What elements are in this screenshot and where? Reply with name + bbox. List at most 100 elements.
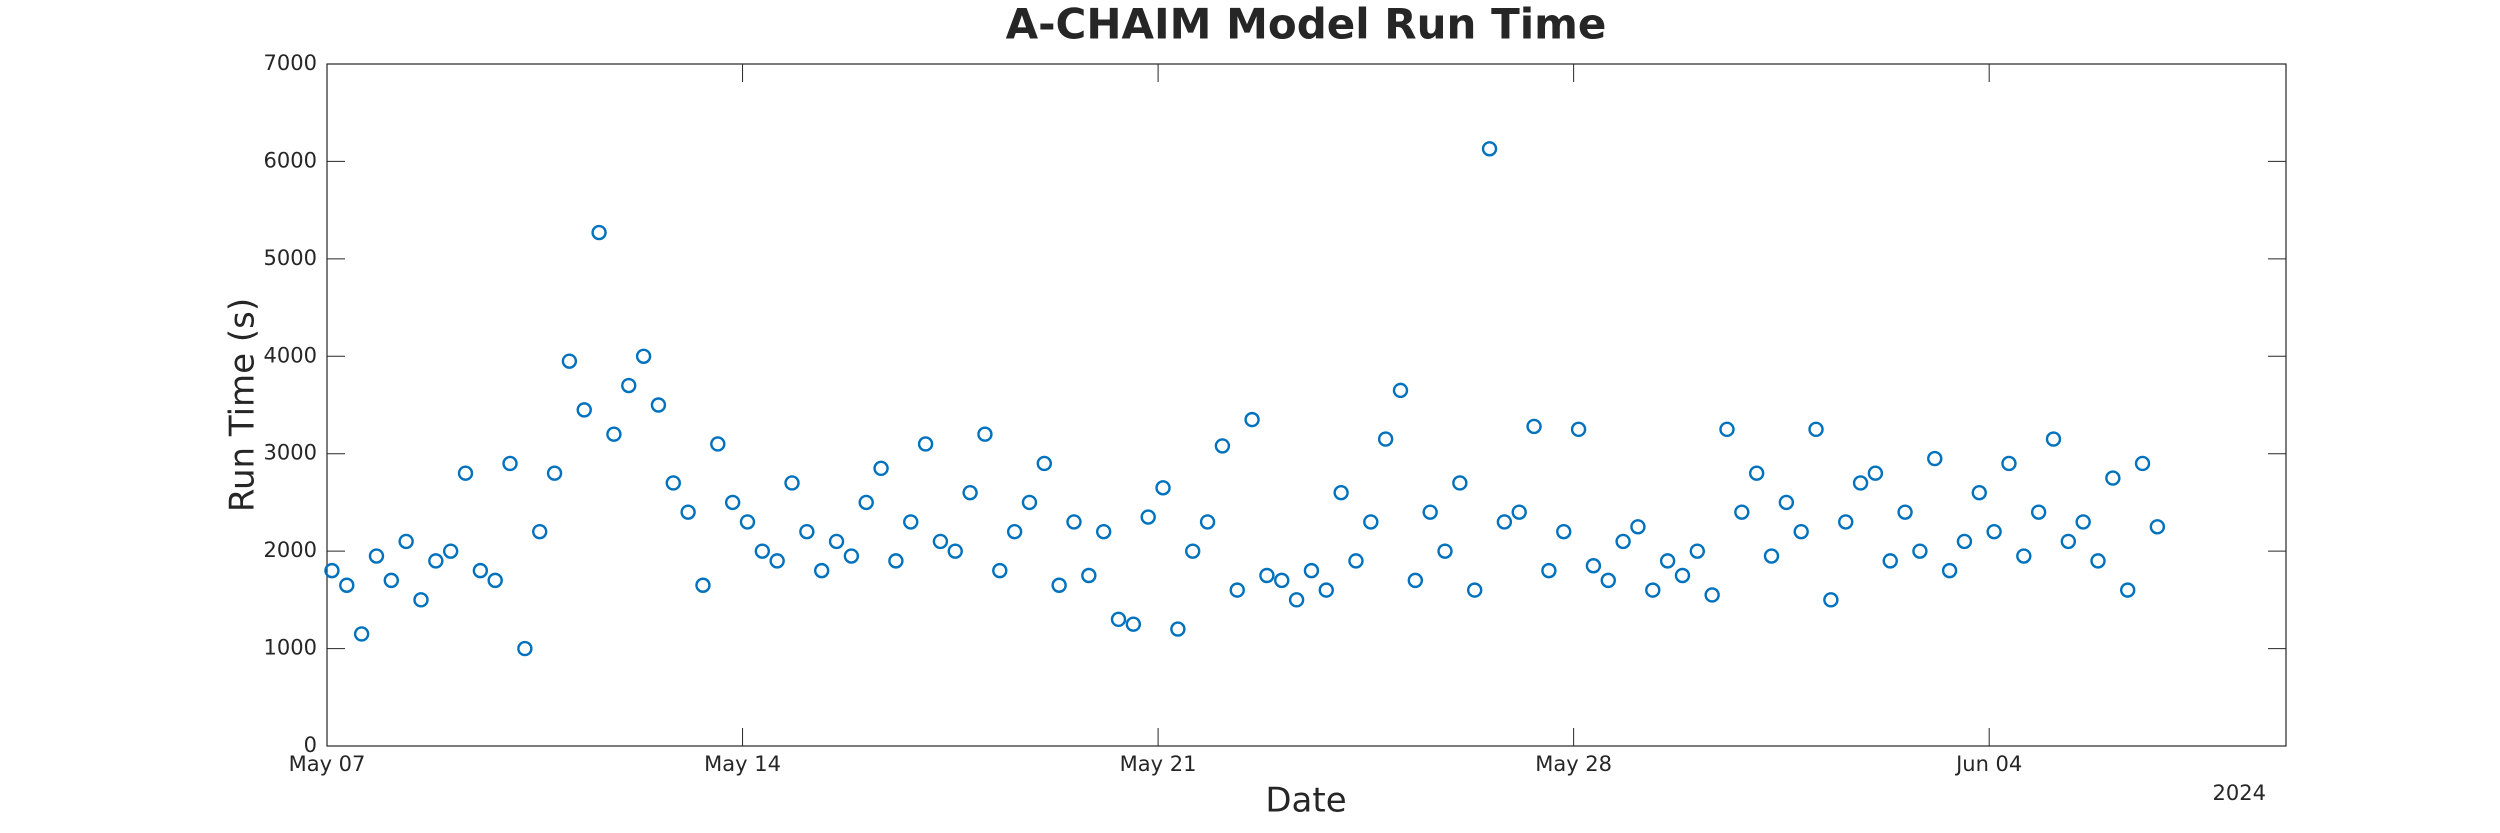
data-point <box>368 548 385 564</box>
data-point <box>1986 523 2002 540</box>
chart-title: A-CHAIM Model Run Time <box>1006 0 1607 49</box>
data-point <box>487 572 503 589</box>
data-point <box>1570 421 1587 438</box>
data-point <box>710 436 726 452</box>
data-point <box>1719 421 1735 438</box>
data-point <box>1140 509 1156 525</box>
data-point <box>2001 455 2017 472</box>
data-point <box>1734 504 1750 520</box>
data-point <box>1377 431 1394 447</box>
data-point <box>2090 553 2106 569</box>
data-point <box>1659 553 1676 569</box>
data-point <box>1392 382 1409 399</box>
data-point <box>1407 572 1424 589</box>
data-point <box>1422 504 1438 520</box>
data-point <box>621 377 637 394</box>
data-point <box>977 426 993 442</box>
data-point <box>1006 523 1023 540</box>
data-point <box>2060 533 2077 550</box>
data-point <box>724 494 741 511</box>
data-point <box>917 436 934 452</box>
data-point <box>813 562 830 579</box>
data-point <box>1274 572 1290 589</box>
data-point <box>1645 582 1661 598</box>
data-point <box>1956 533 1973 550</box>
data-point <box>754 543 771 559</box>
data-point <box>442 543 459 559</box>
data-point <box>1615 533 1631 550</box>
data-point <box>1259 567 1275 584</box>
data-point <box>1556 523 1572 540</box>
data-point <box>888 553 904 569</box>
data-point <box>1630 519 1646 535</box>
plot-frame <box>326 63 2287 747</box>
data-point <box>1303 562 1320 579</box>
data-point <box>428 553 444 569</box>
y-tick-label: 1000 <box>264 636 317 660</box>
data-point <box>1927 450 1943 467</box>
data-point <box>1363 514 1379 530</box>
y-tick-label: 6000 <box>264 148 317 172</box>
y-tick-label: 4000 <box>264 343 317 367</box>
y-tick-label: 0 <box>304 733 317 757</box>
data-point <box>1466 582 1483 598</box>
data-point <box>962 484 978 501</box>
data-point <box>353 626 370 642</box>
data-point <box>591 224 607 241</box>
data-point <box>2016 548 2032 564</box>
data-point <box>1066 514 1082 530</box>
data-point <box>1288 592 1305 608</box>
data-point <box>903 514 919 530</box>
data-point <box>1214 438 1231 454</box>
data-point <box>1081 567 1097 584</box>
data-point <box>1496 514 1513 530</box>
data-point <box>1481 141 1498 157</box>
data-point <box>858 494 874 511</box>
y-tick-label: 3000 <box>264 441 317 465</box>
data-point <box>739 514 756 530</box>
data-point <box>472 562 489 579</box>
x-tick-label: May 21 <box>1120 752 1197 776</box>
data-point <box>1036 455 1053 472</box>
x-offset-label: 2024 <box>2213 781 2266 805</box>
x-tick-label: May 07 <box>289 752 366 776</box>
data-point <box>1823 592 1839 608</box>
data-point <box>1318 582 1334 598</box>
data-point <box>457 465 474 481</box>
data-point <box>2149 519 2166 535</box>
data-point <box>1852 475 1869 491</box>
data-point <box>1778 494 1795 511</box>
data-point <box>576 402 592 418</box>
y-tick-label: 5000 <box>264 246 317 270</box>
data-point <box>695 577 711 593</box>
data-point <box>1110 611 1127 628</box>
x-axis-label: Date <box>1265 781 1346 821</box>
data-point <box>1912 543 1928 559</box>
data-point <box>324 562 340 579</box>
data-point <box>1793 523 1809 540</box>
data-point <box>1867 465 1884 481</box>
data-point <box>1170 621 1186 637</box>
data-point <box>1838 514 1854 530</box>
data-point <box>2075 514 2091 530</box>
data-point <box>1511 504 1527 520</box>
data-point <box>1541 562 1557 579</box>
x-tick-label: May 28 <box>1535 752 1612 776</box>
data-point <box>2119 582 2136 598</box>
data-point <box>561 353 578 369</box>
data-point <box>2105 470 2121 486</box>
data-point <box>1452 475 1468 491</box>
data-point <box>680 504 696 520</box>
data-point <box>546 465 563 481</box>
data-point <box>502 455 518 472</box>
data-point <box>1244 411 1260 428</box>
data-point <box>873 460 889 477</box>
data-point <box>1941 562 1958 579</box>
data-point <box>799 523 815 540</box>
data-point <box>2045 431 2062 447</box>
data-point <box>1808 421 1824 438</box>
data-point <box>992 562 1008 579</box>
data-point <box>2134 455 2151 472</box>
data-point <box>1021 494 1038 511</box>
